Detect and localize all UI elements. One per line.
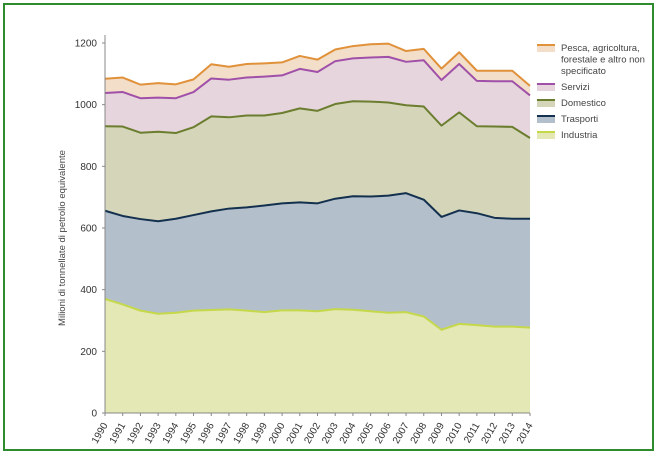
legend-entry: Industria bbox=[561, 130, 598, 141]
x-tick-label: 2006 bbox=[373, 421, 394, 446]
series-line-domestico bbox=[104, 100, 531, 139]
x-tick-label: 2014 bbox=[515, 421, 536, 446]
y-tick-label: 1000 bbox=[75, 100, 98, 111]
series-line-industria bbox=[104, 297, 531, 331]
legend-swatch bbox=[537, 45, 555, 52]
area-industria bbox=[105, 298, 530, 413]
x-tick-label: 1994 bbox=[161, 421, 182, 446]
x-tick-label: 1996 bbox=[196, 421, 217, 446]
legend-swatch bbox=[537, 84, 555, 91]
legend: Pesca, agricoltura, forestale e altro non… bbox=[537, 43, 645, 141]
x-tick-label: 2001 bbox=[285, 421, 306, 446]
legend-swatch bbox=[537, 100, 555, 107]
y-axis-label: Milioni di tonnellate di petrolio equiva… bbox=[57, 150, 68, 326]
legend-entry: Domestico bbox=[561, 98, 606, 109]
series-line-servizi bbox=[104, 55, 531, 100]
y-tick-label: 0 bbox=[91, 409, 97, 420]
area-domestico bbox=[105, 101, 530, 222]
x-tick-label: 1992 bbox=[125, 421, 146, 446]
stacked-area-chart: 0200400600800100012001990199119921993199… bbox=[57, 35, 645, 446]
x-tick-label: 1998 bbox=[232, 421, 253, 446]
legend-entry: Servizi bbox=[561, 82, 590, 93]
x-tick-label: 2007 bbox=[391, 421, 412, 446]
area-trasporti bbox=[105, 193, 530, 330]
y-tick-label: 200 bbox=[80, 347, 97, 358]
x-tick-label: 2002 bbox=[302, 421, 323, 446]
x-tick-label: 2000 bbox=[267, 421, 288, 446]
x-tick-label: 2003 bbox=[320, 421, 341, 446]
series-line-pesca bbox=[104, 42, 531, 87]
y-tick-label: 400 bbox=[80, 285, 97, 296]
x-tick-label: 2012 bbox=[480, 421, 501, 446]
chart-frame: 0 200 400 600 800 1000 1200 1990 1991 1992 1993 199… bbox=[3, 3, 654, 451]
legend-swatch bbox=[537, 116, 555, 123]
y-tick-label: 800 bbox=[80, 162, 97, 173]
x-tick-label: 2005 bbox=[356, 421, 377, 446]
x-tick-label: 2004 bbox=[338, 421, 359, 446]
legend-entry: Trasporti bbox=[561, 114, 598, 125]
x-tick-label: 2009 bbox=[426, 421, 447, 446]
series-line-trasporti bbox=[104, 192, 530, 223]
area-servizi bbox=[105, 56, 530, 138]
y-tick-label: 600 bbox=[80, 224, 97, 235]
x-tick-label: 1995 bbox=[178, 421, 199, 446]
x-tick-label: 1990 bbox=[90, 421, 111, 446]
x-tick-label: 2013 bbox=[497, 421, 518, 446]
x-tick-label: 1993 bbox=[143, 421, 164, 446]
areas-group bbox=[104, 42, 531, 413]
legend-entry: Pesca, agricoltura, forestale e altro non… bbox=[561, 43, 645, 77]
x-tick-label: 1997 bbox=[214, 421, 235, 446]
y-tick-label: 1200 bbox=[75, 39, 98, 50]
x-tick-label: 1991 bbox=[108, 421, 129, 446]
legend-swatch bbox=[537, 132, 555, 139]
x-tick-label: 2008 bbox=[409, 421, 430, 446]
x-tick-label: 2010 bbox=[444, 421, 465, 446]
x-tick-label: 1999 bbox=[249, 421, 270, 446]
